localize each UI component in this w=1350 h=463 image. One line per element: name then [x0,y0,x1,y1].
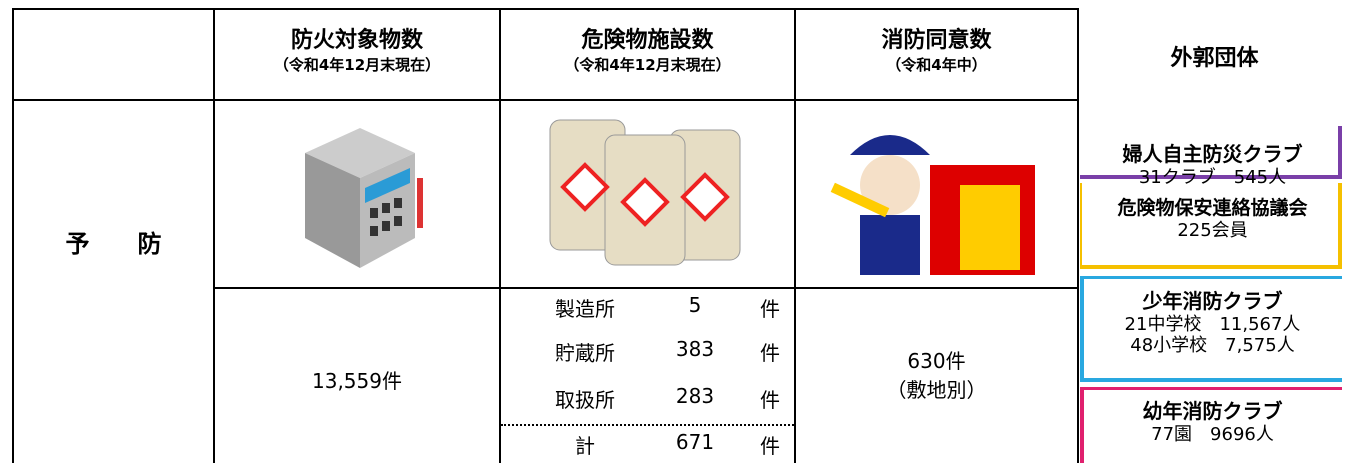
header-subtitle: （令和4年12月末現在） [273,56,441,74]
header-title: 外郭団体 [1170,46,1259,71]
facility-count: 283 [675,384,715,408]
facility-unit: 件 [760,388,780,412]
organization-name: 幼年消防クラブ [1142,399,1283,423]
org-box [1080,126,1342,179]
border [213,8,215,463]
facility-name: 計 [575,434,595,458]
organization-detail: 48小学校 7,575人 [1130,335,1295,356]
building-icon [305,128,423,268]
facility-unit: 件 [760,297,780,321]
border [499,8,501,463]
facility-unit: 件 [760,341,780,365]
border [12,8,14,463]
organization-detail: 31クラブ 545人 [1138,167,1287,188]
header-title: 防火対象物数 [290,28,423,53]
header-title: 消防同意数 [881,28,992,53]
org-box [1080,183,1342,269]
facility-name: 製造所 [555,297,615,321]
org-box [1080,276,1342,382]
organization-name: 危険物保安連絡協議会 [1117,197,1308,219]
border [213,287,1078,289]
facility-count: 5 [688,293,702,317]
organization-detail: 21中学校 11,567人 [1124,314,1301,335]
border [12,99,1078,101]
header-subtitle: （令和4年中） [886,56,987,74]
dotted-line [501,424,794,426]
header-title: 危険物施設数 [581,28,714,53]
fire-object-count: 13,559件 [312,369,402,393]
consent-note: （敷地別） [886,378,987,402]
organization-name: 少年消防クラブ [1142,289,1283,313]
organization-detail: 225会員 [1177,220,1248,241]
row-label: 予 防 [65,230,162,258]
organization: 危険物保安連絡協議会 225会員 [1079,193,1346,241]
organization-name: 婦人自主防災クラブ [1122,142,1303,166]
border [1077,8,1079,463]
facility-unit: 件 [760,434,780,458]
drums-icon [549,119,741,266]
organization: 幼年消防クラブ 77園 9696人 [1079,395,1346,445]
border [12,8,1078,10]
header-subtitle: （令和4年12月末現在） [564,56,731,74]
consent-count: 630件 [907,349,966,373]
facility-count: 671 [675,430,715,454]
org-box [1080,387,1342,463]
organization-detail: 77園 9696人 [1151,424,1274,445]
border [794,8,796,463]
facility-name: 取扱所 [555,388,615,412]
organization: 婦人自主防災クラブ 31クラブ 545人 [1079,138,1346,188]
facility-name: 貯蔵所 [555,341,615,365]
firefighter-icon [830,135,1035,275]
organization: 少年消防クラブ 21中学校 11,567人 48小学校 7,575人 [1079,285,1346,356]
facility-count: 383 [675,337,715,361]
